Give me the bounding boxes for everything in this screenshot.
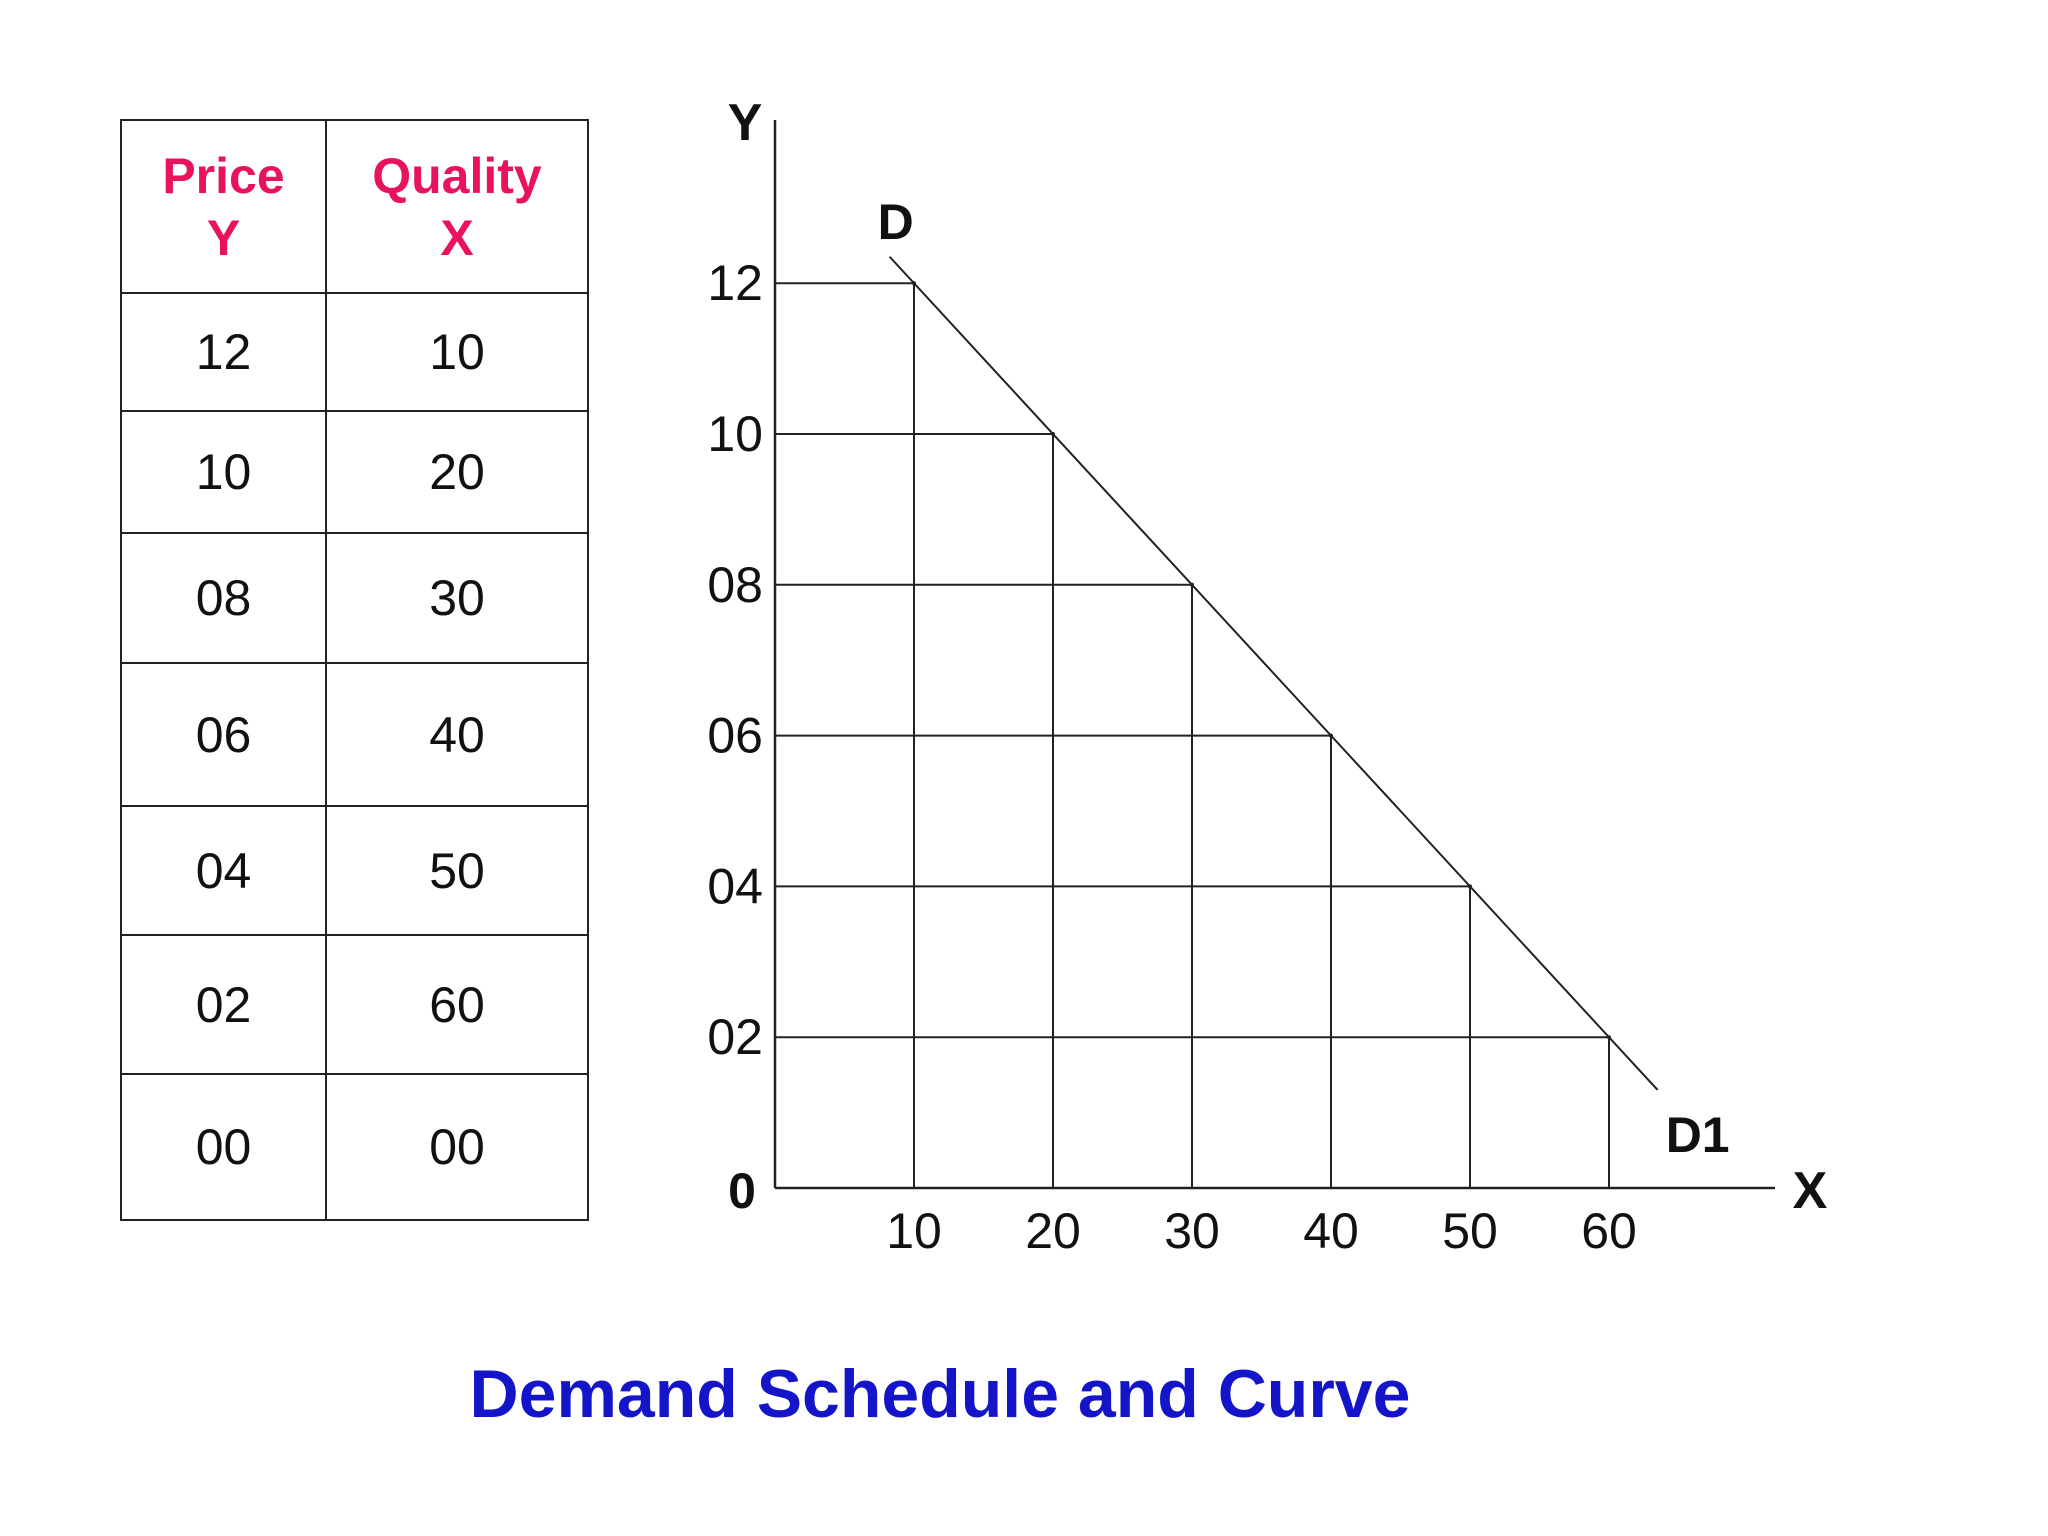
x-tick-label: 10 [886, 1203, 942, 1259]
quantity-cell: 40 [325, 662, 589, 807]
y-tick-label: 02 [707, 1009, 763, 1065]
x-tick-label: 50 [1442, 1203, 1498, 1259]
x-tick-label: 30 [1164, 1203, 1220, 1259]
curve-end-label: D1 [1666, 1107, 1730, 1163]
x-axis-label: X [1793, 1162, 1828, 1220]
demand-schedule-table: Price Y Quality X 12 10 10 20 08 30 06 4… [120, 119, 589, 1221]
demand-line [888, 256, 1659, 1091]
quantity-cell: 50 [325, 805, 589, 936]
x-tick-label: 20 [1025, 1203, 1081, 1259]
quantity-cell: 30 [325, 532, 589, 664]
y-tick-label: 04 [707, 858, 763, 914]
header-quantity-label: Quality [372, 147, 542, 204]
table-row: 10 20 [120, 410, 589, 534]
demand-point [1607, 1035, 1611, 1040]
y-tick-label: 12 [707, 255, 763, 311]
price-cell: 06 [120, 662, 327, 807]
table-row: 06 40 [120, 662, 589, 807]
x-tick-label: 40 [1303, 1203, 1359, 1259]
grid-lines [775, 282, 1610, 1188]
quantity-cell: 60 [325, 934, 589, 1075]
header-price: Price Y [120, 119, 327, 294]
x-tick-label: 60 [1581, 1203, 1637, 1259]
header-quantity: Quality X [325, 119, 589, 294]
demand-point [1329, 733, 1333, 738]
quantity-cell: 10 [325, 292, 589, 412]
table-row: 08 30 [120, 532, 589, 664]
tick-labels: 10 20 30 40 50 60 02 04 06 08 10 12 [707, 255, 1636, 1259]
demand-point [1051, 432, 1055, 436]
price-cell: 08 [120, 532, 327, 664]
table-row: 02 60 [120, 934, 589, 1075]
page-title: Demand Schedule and Curve [469, 1356, 1411, 1432]
price-cell: 02 [120, 934, 327, 1075]
y-tick-label: 06 [707, 708, 763, 764]
y-tick-label: 10 [707, 406, 763, 462]
table-header-row: Price Y Quality X [120, 119, 589, 294]
axes: Y X 0 [728, 94, 1828, 1220]
y-tick-label: 08 [707, 557, 763, 613]
demand-point [1190, 582, 1194, 587]
price-cell: 10 [120, 410, 327, 534]
header-price-axis: Y [206, 209, 241, 266]
table-row: 04 50 [120, 805, 589, 936]
table-row: 00 00 [120, 1073, 589, 1221]
origin-label: 0 [728, 1163, 756, 1219]
demand-point [1468, 884, 1472, 889]
quantity-cell: 20 [325, 410, 589, 534]
price-cell: 12 [120, 292, 327, 412]
table-row: 12 10 [120, 292, 589, 412]
y-axis-label: Y [728, 94, 763, 152]
header-price-label: Price [162, 147, 285, 204]
curve-start-label: D [878, 194, 914, 250]
header-quantity-axis: X [440, 209, 474, 266]
demand-curve: D D1 [878, 194, 1730, 1163]
quantity-cell: 00 [325, 1073, 589, 1221]
price-cell: 04 [120, 805, 327, 936]
price-cell: 00 [120, 1073, 327, 1221]
demand-point [912, 281, 916, 286]
